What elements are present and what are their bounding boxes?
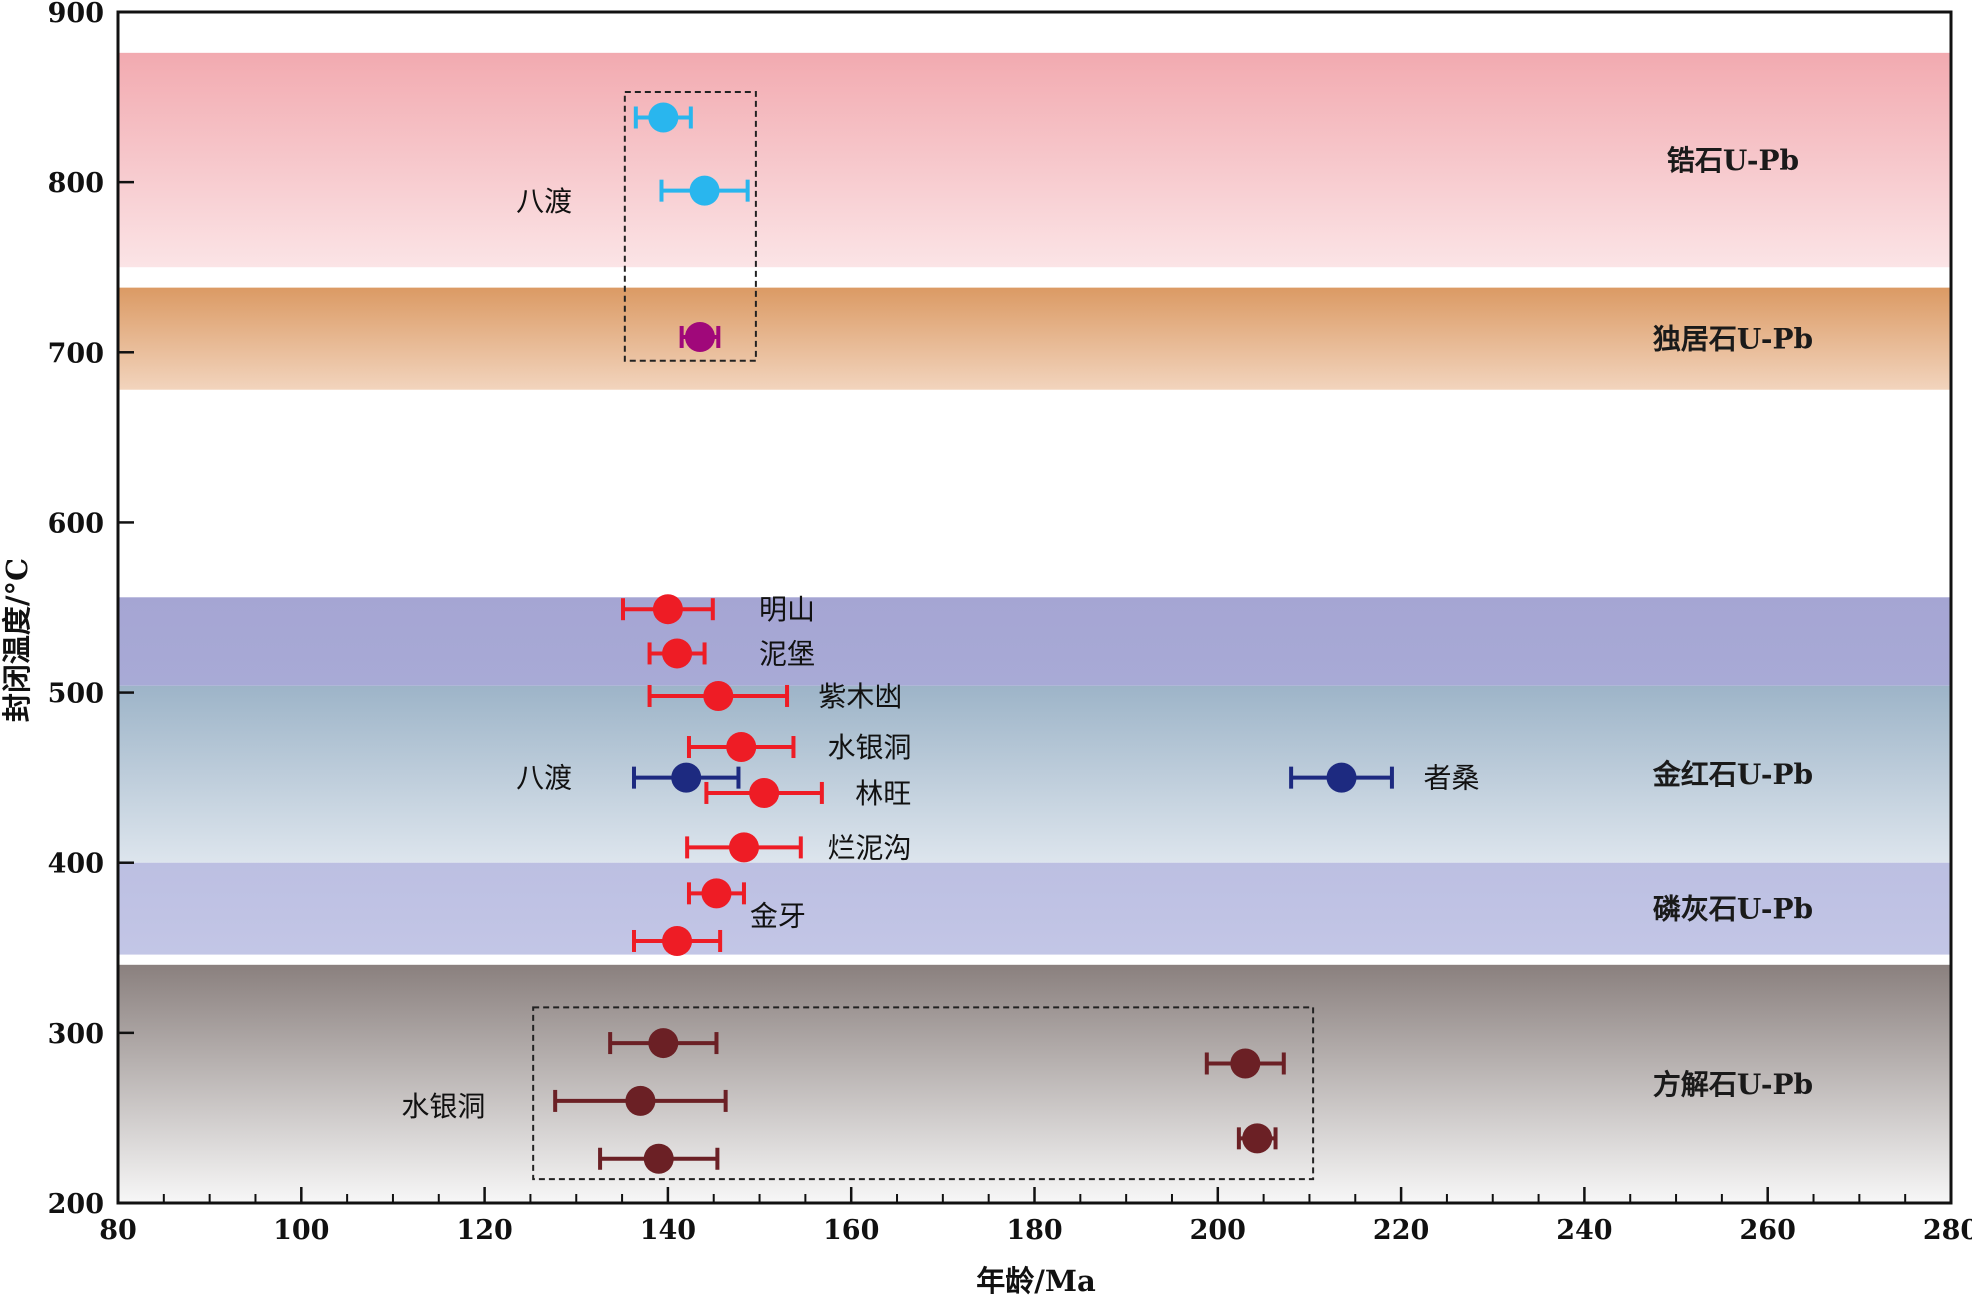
data-point <box>1289 762 1394 793</box>
x-tick-label: 260 <box>1740 1215 1796 1246</box>
x-tick-label: 280 <box>1923 1215 1972 1246</box>
point-marker <box>689 175 720 206</box>
y-tick-label: 900 <box>48 0 104 29</box>
data-point <box>553 1085 728 1116</box>
x-tick-label: 160 <box>823 1215 879 1246</box>
point-label: 金牙 <box>750 899 806 932</box>
point-label: 明山 <box>759 593 815 626</box>
axes: 80 100 120 140 160 180 200 220 240 260 280 200 300 40… <box>48 0 1972 1246</box>
data-point <box>679 321 721 352</box>
point-marker <box>728 832 759 863</box>
point-marker <box>648 102 679 133</box>
group-box-0 <box>623 90 757 362</box>
x-tick-label: 80 <box>99 1215 137 1246</box>
band-2 <box>118 597 1951 686</box>
band-label-5: 方解石U-Pb <box>1653 1068 1813 1101</box>
point-label: 烂泥沟 <box>828 831 912 864</box>
point-marker <box>652 594 683 625</box>
point-marker <box>703 680 734 711</box>
point-label: 八渡 <box>516 762 572 795</box>
y-tick-label: 800 <box>48 168 104 199</box>
point-label: 八渡 <box>516 185 572 218</box>
data-point <box>686 732 796 763</box>
x-tick-label: 140 <box>640 1215 696 1246</box>
x-tick-label: 100 <box>273 1215 329 1246</box>
point-label: 紫木凼 <box>818 680 902 713</box>
y-tick-label: 400 <box>48 849 104 880</box>
point-marker <box>1242 1123 1273 1154</box>
bands-layer: 锆石U-Pb 独居石U-Pb 金红石U-Pb 磷灰石U-Pb 方解石U-Pb <box>118 52 1951 1203</box>
point-marker <box>662 925 693 956</box>
point-marker <box>671 762 702 793</box>
data-point <box>659 175 750 206</box>
data-point <box>1236 1123 1278 1154</box>
y-tick-label: 600 <box>48 508 104 539</box>
y-tick-label: 700 <box>48 338 104 369</box>
data-point <box>1204 1048 1286 1079</box>
point-marker <box>1326 762 1357 793</box>
x-tick-label: 240 <box>1556 1215 1612 1246</box>
x-tick-label: 180 <box>1006 1215 1062 1246</box>
x-tick-label: 120 <box>456 1215 512 1246</box>
band-label-0: 锆石U-Pb <box>1667 144 1799 177</box>
point-marker <box>701 878 732 909</box>
group-boxes <box>532 90 1315 1181</box>
x-tick-label: 200 <box>1190 1215 1246 1246</box>
point-marker <box>643 1143 674 1174</box>
point-label: 林旺 <box>855 777 911 810</box>
point-label: 水银洞 <box>828 731 912 764</box>
data-point <box>631 925 723 956</box>
y-tick-label: 500 <box>48 679 104 710</box>
point-label: 泥堡 <box>759 637 815 670</box>
data-point <box>598 1143 720 1174</box>
point-label: 水银洞 <box>401 1090 485 1123</box>
y-tick-label: 200 <box>48 1189 104 1220</box>
data-point <box>685 832 803 863</box>
point-marker <box>726 732 757 763</box>
point-marker <box>749 777 780 808</box>
data-point <box>620 594 715 625</box>
point-marker <box>625 1085 656 1116</box>
band-5 <box>118 964 1951 1203</box>
data-point <box>631 762 741 793</box>
point-marker <box>662 638 693 669</box>
band-label-3: 金红石U-Pb <box>1652 758 1813 791</box>
y-axis-title: 封闭温度/°C <box>0 558 34 722</box>
data-point <box>647 638 707 669</box>
band-0 <box>118 52 1951 268</box>
band-4 <box>118 862 1951 955</box>
point-marker <box>1230 1048 1261 1079</box>
group-box-1 <box>532 1006 1315 1181</box>
y-tick-label: 300 <box>48 1019 104 1050</box>
data-point <box>608 1028 719 1059</box>
x-tick-label: 220 <box>1373 1215 1429 1246</box>
point-label: 者桑 <box>1423 762 1479 795</box>
data-points <box>553 102 1394 1174</box>
band-3 <box>118 685 1951 863</box>
data-point <box>647 680 790 711</box>
band-1 <box>118 287 1951 390</box>
band-label-1: 独居石U-Pb <box>1653 323 1813 356</box>
data-point <box>686 878 746 909</box>
point-marker <box>684 321 715 352</box>
data-point <box>704 777 824 808</box>
x-axis-title: 年龄/Ma <box>976 1264 1096 1298</box>
data-point <box>633 102 693 133</box>
point-marker <box>648 1028 679 1059</box>
band-label-4: 磷灰石U-Pb <box>1653 893 1813 926</box>
